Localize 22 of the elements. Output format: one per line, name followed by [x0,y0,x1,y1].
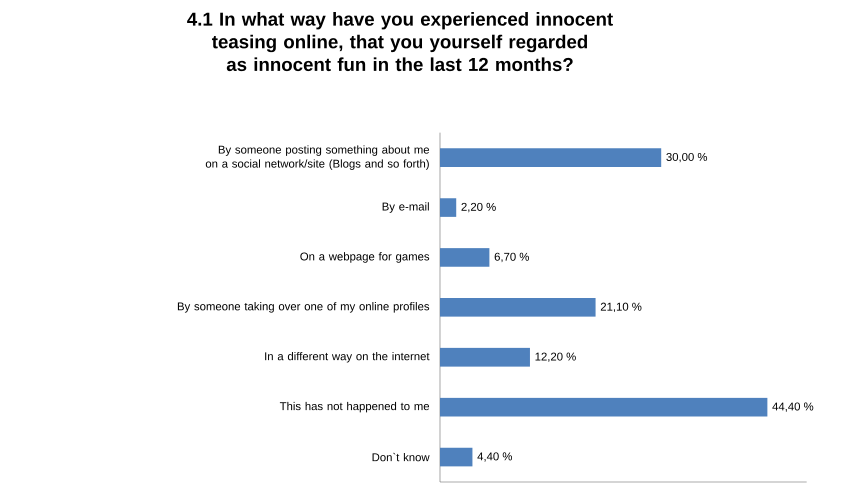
data-label: 4,40 % [477,452,512,462]
data-label: 6,70 % [494,252,529,262]
y-tick-label: By someone posting something about me on a social network/site (Blogs and so forth) [206,145,430,170]
y-tick-label: In a different way on the internet [265,352,430,363]
y-tick-label: By e-mail [382,202,429,213]
bar [440,448,472,466]
data-label: 30,00 % [666,152,708,162]
data-label: 21,10 % [600,302,642,312]
y-tick-label: This has not happened to me [280,402,430,412]
y-tick-label: On a webpage for games [300,252,430,263]
data-label: 44,40 % [772,402,814,412]
bar [440,348,530,367]
bar [440,398,768,416]
bar [440,148,662,167]
data-label: 2,20 % [461,202,496,212]
y-tick-label: Don`t know [372,452,430,462]
data-label: 12,20 % [536,352,576,362]
bar [440,198,456,217]
bar [440,248,490,267]
chart-title: 4.1 In what way have you experienced innocent teasing online, that you yourself regarded as innocent fun in the last 12 months? [187,12,613,72]
y-tick-label: By someone taking over one of my online profiles [178,302,430,313]
bar [440,298,596,317]
